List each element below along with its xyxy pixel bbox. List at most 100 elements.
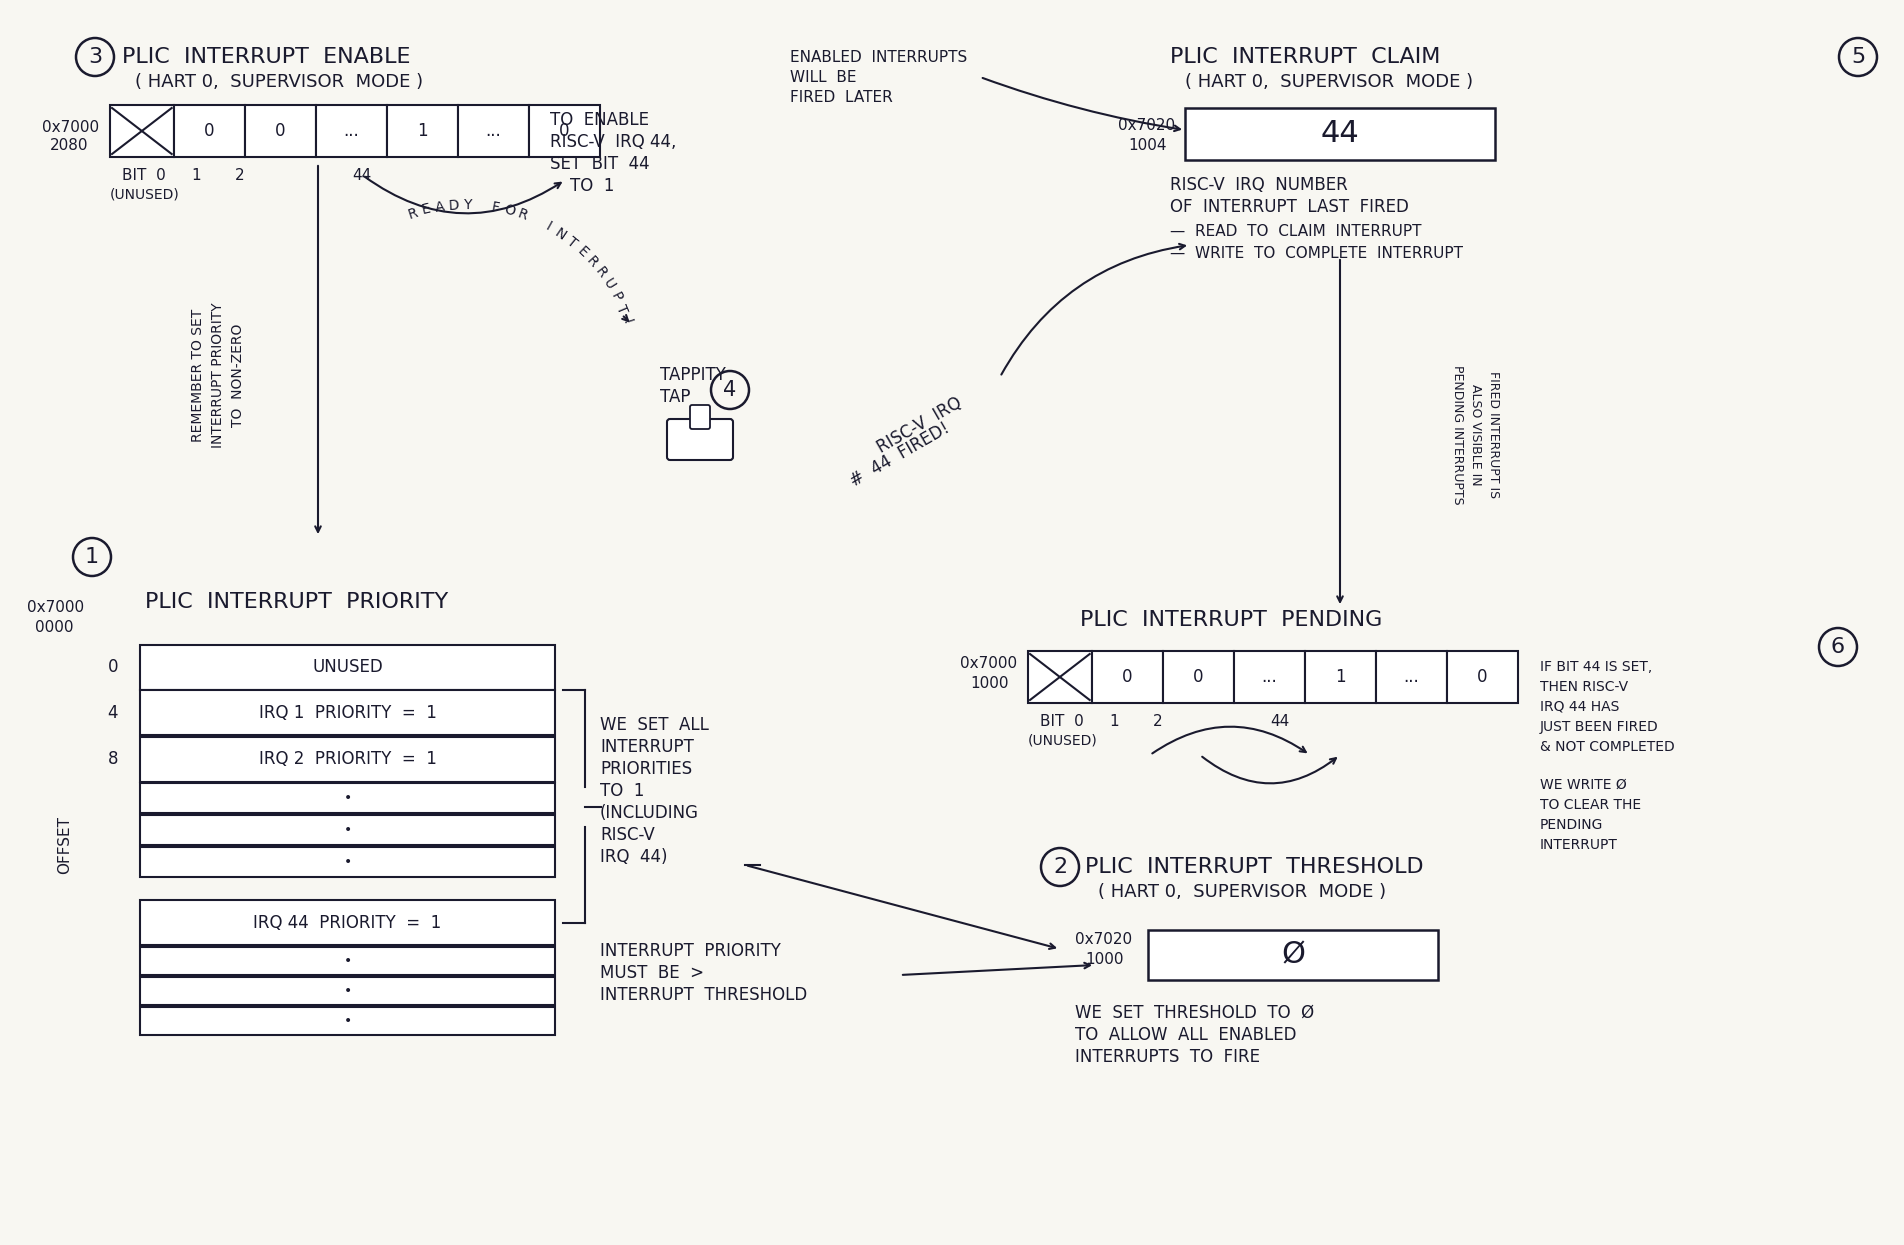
Text: INTERRUPT: INTERRUPT (600, 738, 693, 756)
Text: WE  SET  ALL: WE SET ALL (600, 716, 708, 735)
Text: •: • (343, 791, 352, 806)
Text: IRQ 44 HAS: IRQ 44 HAS (1540, 700, 1620, 713)
Text: 0: 0 (1478, 669, 1487, 686)
Text: RISC-V: RISC-V (600, 825, 655, 844)
Text: MUST  BE  >: MUST BE > (600, 964, 704, 982)
Text: 0x7020: 0x7020 (1118, 117, 1175, 132)
Text: •: • (343, 855, 352, 869)
Text: T: T (564, 234, 579, 250)
FancyBboxPatch shape (1304, 651, 1377, 703)
FancyBboxPatch shape (141, 783, 554, 813)
Text: 44: 44 (352, 168, 371, 183)
Text: 6: 6 (1832, 637, 1845, 657)
Text: ...: ... (343, 122, 360, 139)
Text: PLIC  INTERRUPT  PRIORITY: PLIC INTERRUPT PRIORITY (145, 593, 447, 613)
Text: Y: Y (463, 198, 472, 212)
Text: 1: 1 (417, 122, 428, 139)
Text: RISC-V  IRQ  NUMBER: RISC-V IRQ NUMBER (1169, 176, 1348, 194)
Text: FIRED INTERRUPT IS
ALSO VISIBLE IN
PENDING INTERRUPTS: FIRED INTERRUPT IS ALSO VISIBLE IN PENDI… (1451, 365, 1500, 504)
Text: F: F (491, 200, 501, 215)
FancyBboxPatch shape (110, 105, 173, 157)
Text: R: R (406, 205, 419, 222)
Text: 1000: 1000 (1085, 952, 1123, 967)
Text: TO  1: TO 1 (600, 782, 644, 801)
FancyBboxPatch shape (141, 847, 554, 876)
Text: IRQ 44  PRIORITY  =  1: IRQ 44 PRIORITY = 1 (253, 914, 442, 931)
Text: (UNUSED): (UNUSED) (1028, 735, 1097, 748)
Text: THEN RISC-V: THEN RISC-V (1540, 680, 1628, 693)
Text: (INCLUDING: (INCLUDING (600, 804, 699, 822)
Text: PLIC  INTERRUPT  PENDING: PLIC INTERRUPT PENDING (1080, 610, 1382, 630)
Text: TAP: TAP (661, 388, 691, 406)
FancyBboxPatch shape (141, 690, 554, 735)
Text: 0: 0 (107, 659, 118, 676)
Text: —  WRITE  TO  COMPLETE  INTERRUPT: — WRITE TO COMPLETE INTERRUPT (1169, 245, 1462, 260)
Text: (UNUSED): (UNUSED) (109, 188, 179, 202)
Text: 0x7020: 0x7020 (1076, 933, 1133, 947)
FancyBboxPatch shape (1148, 930, 1438, 980)
Text: 1: 1 (190, 168, 200, 183)
FancyBboxPatch shape (246, 105, 316, 157)
FancyBboxPatch shape (1163, 651, 1234, 703)
Text: 0000: 0000 (34, 620, 74, 635)
Text: •: • (343, 954, 352, 969)
Text: 1: 1 (86, 547, 99, 566)
Text: ( HART 0,  SUPERVISOR  MODE ): ( HART 0, SUPERVISOR MODE ) (1099, 883, 1386, 901)
Text: WE WRITE Ø: WE WRITE Ø (1540, 778, 1626, 792)
Text: D: D (447, 198, 459, 213)
Text: FIRED  LATER: FIRED LATER (790, 90, 893, 105)
Text: JUST BEEN FIRED: JUST BEEN FIRED (1540, 720, 1658, 735)
Text: IF BIT 44 IS SET,: IF BIT 44 IS SET, (1540, 660, 1653, 674)
Text: ...: ... (1403, 669, 1418, 686)
Text: WE  SET  THRESHOLD  TO  Ø: WE SET THRESHOLD TO Ø (1076, 1003, 1314, 1022)
FancyBboxPatch shape (141, 947, 554, 975)
Text: E: E (421, 202, 432, 218)
Text: IRQ  44): IRQ 44) (600, 848, 668, 867)
Text: 1000: 1000 (969, 676, 1009, 691)
Text: ...: ... (1262, 669, 1278, 686)
Text: 2: 2 (1053, 857, 1066, 876)
Text: IRQ 2  PRIORITY  =  1: IRQ 2 PRIORITY = 1 (259, 751, 436, 768)
FancyBboxPatch shape (316, 105, 387, 157)
FancyBboxPatch shape (666, 420, 733, 459)
FancyBboxPatch shape (173, 105, 246, 157)
Text: 0: 0 (560, 122, 569, 139)
Text: 2080: 2080 (50, 137, 88, 152)
Text: PLIC  INTERRUPT  THRESHOLD: PLIC INTERRUPT THRESHOLD (1085, 857, 1424, 876)
Text: REMEMBER TO SET
INTERRUPT PRIORITY
TO  NON-ZERO: REMEMBER TO SET INTERRUPT PRIORITY TO NO… (192, 303, 244, 448)
Text: RISC-V  IRQ: RISC-V IRQ (874, 393, 965, 457)
Text: T: T (613, 303, 630, 316)
Text: #  44  FIRED!: # 44 FIRED! (847, 420, 952, 491)
FancyBboxPatch shape (141, 1007, 554, 1035)
Text: 0: 0 (204, 122, 215, 139)
FancyBboxPatch shape (689, 405, 710, 430)
Text: 3: 3 (88, 47, 103, 67)
Text: 2: 2 (1154, 713, 1163, 728)
Text: & NOT COMPLETED: & NOT COMPLETED (1540, 740, 1676, 754)
FancyBboxPatch shape (1377, 651, 1447, 703)
Text: IRQ 1  PRIORITY  =  1: IRQ 1 PRIORITY = 1 (259, 703, 436, 722)
Text: INTERRUPT  PRIORITY: INTERRUPT PRIORITY (600, 942, 781, 960)
Text: 1: 1 (1335, 669, 1346, 686)
Text: P: P (607, 290, 625, 304)
Text: E: E (575, 244, 590, 260)
Text: TO  1: TO 1 (569, 177, 615, 195)
Text: BIT  0: BIT 0 (122, 168, 166, 183)
Text: 0x7000: 0x7000 (960, 656, 1017, 671)
Text: UNUSED: UNUSED (312, 659, 383, 676)
Text: R: R (592, 265, 609, 281)
Text: BIT  0: BIT 0 (1040, 713, 1083, 728)
FancyBboxPatch shape (141, 737, 554, 782)
Text: 1004: 1004 (1127, 137, 1167, 152)
Text: 0: 0 (274, 122, 286, 139)
Text: —  READ  TO  CLAIM  INTERRUPT: — READ TO CLAIM INTERRUPT (1169, 224, 1422, 239)
Text: •: • (343, 823, 352, 837)
Text: A: A (434, 199, 446, 214)
Text: N: N (552, 225, 569, 243)
Text: 0: 0 (1121, 669, 1133, 686)
Text: TO  ENABLE: TO ENABLE (550, 111, 649, 129)
FancyBboxPatch shape (141, 977, 554, 1005)
Text: •: • (343, 1013, 352, 1028)
Text: INTERRUPT  THRESHOLD: INTERRUPT THRESHOLD (600, 986, 807, 1003)
Text: 4: 4 (107, 703, 118, 722)
